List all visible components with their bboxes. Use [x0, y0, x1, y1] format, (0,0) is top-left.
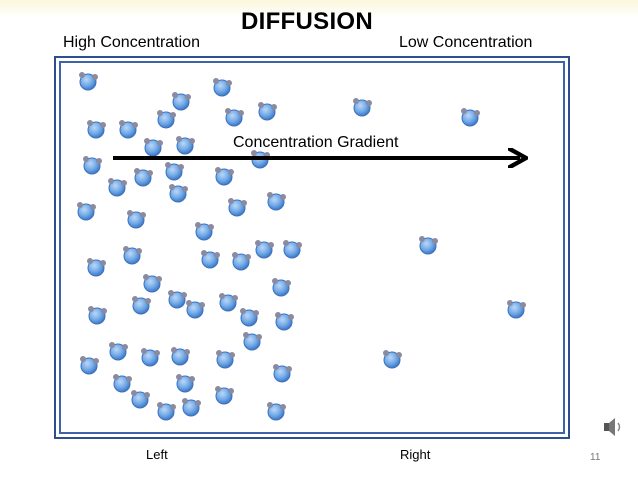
molecule [79, 355, 100, 375]
low-concentration-label: Low Concentration [399, 34, 533, 51]
molecule [175, 135, 196, 155]
molecule [218, 292, 239, 312]
molecule [126, 209, 147, 229]
molecule [242, 331, 263, 351]
molecule [167, 289, 188, 309]
molecule [224, 107, 245, 127]
molecule [352, 97, 373, 117]
concentration-gradient-label: Concentration Gradient [233, 134, 399, 151]
molecule [214, 166, 235, 186]
page-number: 11 [590, 452, 601, 463]
molecule [266, 191, 287, 211]
molecule [254, 239, 275, 259]
molecule [214, 385, 235, 405]
molecule [108, 341, 129, 361]
molecule [200, 249, 221, 269]
molecule [130, 389, 151, 409]
molecule [76, 201, 97, 221]
diffusion-container-inner [59, 61, 565, 434]
molecule [112, 373, 133, 393]
molecule [133, 167, 154, 187]
molecule [460, 107, 481, 127]
molecule [86, 119, 107, 139]
molecule [118, 119, 139, 139]
molecule [131, 295, 152, 315]
right-label: Right [400, 447, 431, 462]
molecule [140, 347, 161, 367]
molecule [142, 273, 163, 293]
molecule [215, 349, 236, 369]
molecule [171, 91, 192, 111]
slide-title: DIFFUSION [241, 8, 374, 35]
slide-top-band [0, 0, 638, 18]
molecule [271, 277, 292, 297]
molecule [143, 137, 164, 157]
molecule [107, 177, 128, 197]
molecule [506, 299, 527, 319]
molecule [86, 257, 107, 277]
molecule [175, 373, 196, 393]
molecule [82, 155, 103, 175]
molecule [164, 161, 185, 181]
high-concentration-label: High Concentration [63, 34, 200, 51]
molecule [170, 346, 191, 366]
molecule [156, 401, 177, 421]
molecule [156, 109, 177, 129]
molecule [122, 245, 143, 265]
molecules-group [76, 71, 527, 421]
diffusion-container-outer [54, 56, 570, 439]
molecule [87, 305, 108, 325]
molecule [239, 307, 260, 327]
molecule [194, 221, 215, 241]
molecule [382, 349, 403, 369]
molecule [231, 251, 252, 271]
molecule [78, 71, 99, 91]
molecule [227, 197, 248, 217]
molecule [418, 235, 439, 255]
molecule [185, 299, 206, 319]
molecule [274, 311, 295, 331]
molecule [272, 363, 293, 383]
molecule [282, 239, 303, 259]
molecule [257, 101, 278, 121]
speaker-icon[interactable] [601, 415, 625, 439]
molecule [266, 401, 287, 421]
molecule [181, 397, 202, 417]
left-label: Left [146, 447, 168, 462]
molecule [168, 183, 189, 203]
molecule [212, 77, 233, 97]
